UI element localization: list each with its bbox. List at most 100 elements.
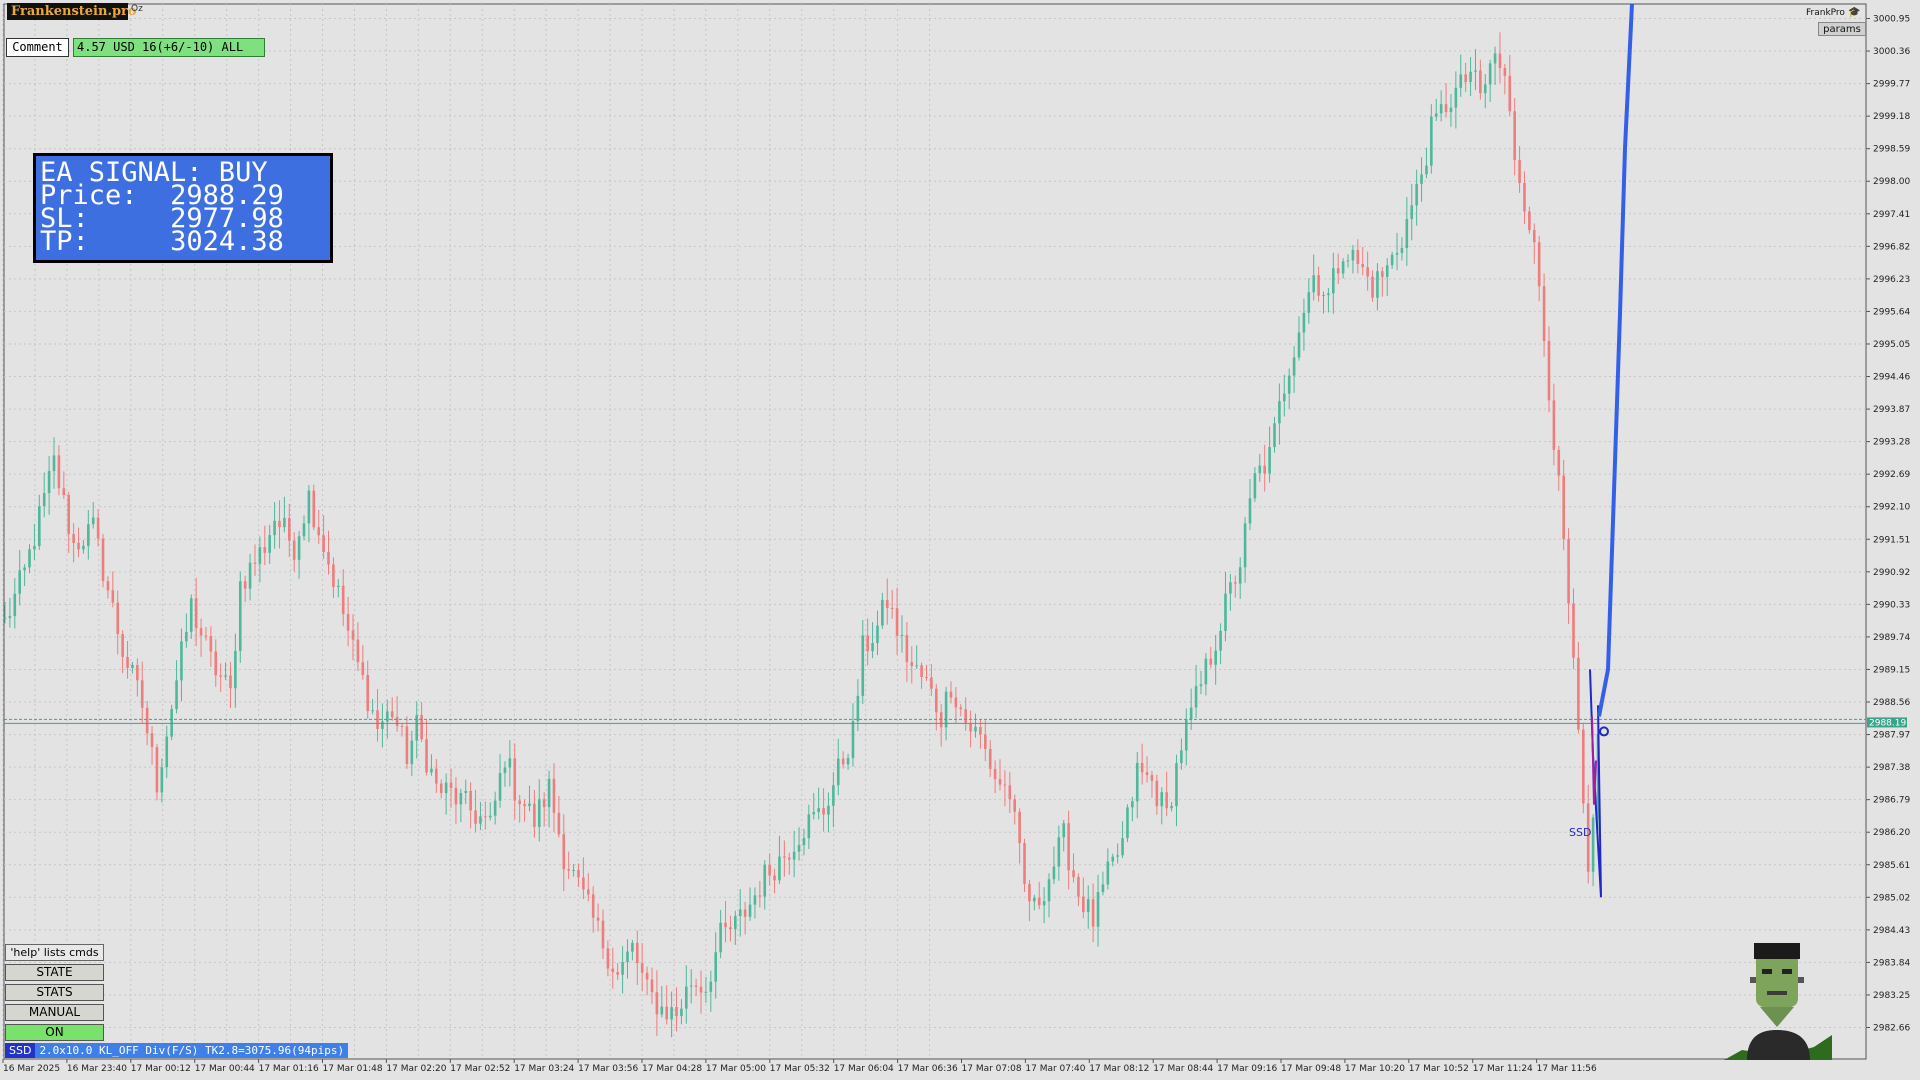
candle-body: [694, 985, 698, 987]
pl-summary-badge: 4.57 USD 16(+6/-10) ALL: [73, 38, 265, 57]
candle-body: [1091, 899, 1095, 927]
candle-body: [645, 972, 649, 980]
candle: [1283, 374, 1286, 417]
candle-body: [758, 895, 762, 897]
candle-body: [351, 630, 355, 640]
candle-body: [469, 790, 472, 811]
candle-body: [660, 1006, 664, 1015]
candle: [1150, 770, 1154, 798]
candle: [1258, 454, 1262, 482]
candle-body: [930, 677, 933, 689]
candle: [900, 615, 904, 653]
candle-body: [386, 711, 389, 722]
stats-button[interactable]: STATS: [5, 984, 104, 1001]
on-toggle-button[interactable]: ON: [5, 1024, 104, 1041]
candle-body: [1454, 87, 1458, 108]
candle: [1469, 57, 1472, 97]
candle: [1415, 169, 1418, 226]
candle-body: [1415, 183, 1418, 206]
candle: [1581, 722, 1585, 814]
candle-body: [508, 758, 512, 768]
candle-body: [13, 593, 17, 617]
candle: [1366, 251, 1369, 291]
candle: [1106, 848, 1110, 890]
candle: [1454, 71, 1458, 129]
params-button[interactable]: params: [1818, 22, 1866, 36]
candle: [792, 830, 796, 878]
candle: [523, 799, 526, 822]
x-tick-label: 17 Mar 08:44: [1153, 1064, 1213, 1074]
frankenstein-logo[interactable]: Frankenstein.pro: [7, 3, 137, 20]
candle-body: [1101, 884, 1105, 892]
candle-body: [1052, 866, 1056, 880]
candle: [768, 853, 771, 886]
candle-body: [52, 455, 56, 472]
candle: [925, 664, 928, 681]
help-commands-label[interactable]: 'help' lists cmds: [5, 944, 104, 961]
candle: [1033, 894, 1036, 911]
comment-button[interactable]: Comment: [6, 38, 69, 57]
candle-body: [1263, 465, 1266, 474]
candle: [1067, 810, 1070, 890]
candle-body: [1283, 393, 1286, 402]
candle-body: [131, 665, 134, 668]
candle-body: [552, 778, 556, 813]
candle-body: [322, 535, 325, 553]
candle: [1238, 557, 1242, 599]
y-tick-label: 2984.43: [1873, 926, 1910, 936]
candle-body: [1483, 84, 1487, 94]
candle: [361, 645, 365, 680]
candle: [841, 751, 845, 769]
candle: [1170, 801, 1173, 812]
candle-body: [567, 869, 570, 871]
candle-body: [420, 715, 423, 740]
candle-body: [910, 662, 914, 666]
candle: [930, 664, 933, 696]
candle: [87, 510, 90, 560]
candle-body: [1086, 899, 1090, 913]
candle-body: [827, 805, 830, 815]
candle-body: [488, 815, 492, 818]
state-button[interactable]: STATE: [5, 964, 104, 981]
candle-body: [920, 665, 923, 677]
candle: [974, 713, 977, 738]
manual-button[interactable]: MANUAL: [5, 1004, 104, 1021]
candle: [694, 978, 698, 997]
x-tick-label: 17 Mar 04:28: [642, 1064, 702, 1074]
x-tick-label: 17 Mar 01:16: [259, 1064, 319, 1074]
candle-body: [1552, 400, 1556, 450]
candle-body: [150, 733, 154, 748]
candle-body: [1229, 582, 1232, 594]
candle: [381, 703, 384, 748]
candle: [96, 509, 100, 547]
current-price-label: 2988.19: [1869, 718, 1906, 728]
candle-body: [189, 598, 193, 632]
candle: [1101, 871, 1105, 896]
candle: [1547, 326, 1551, 413]
candle-body: [243, 581, 247, 589]
y-tick-label: 2999.77: [1873, 80, 1910, 90]
candle-body: [631, 942, 634, 952]
candle: [748, 887, 752, 921]
candle-body: [577, 870, 580, 878]
candle: [1523, 171, 1526, 224]
candle-body: [47, 471, 51, 494]
candle: [356, 622, 360, 672]
candle: [199, 618, 203, 657]
candle: [1140, 743, 1144, 785]
candle-body: [234, 650, 237, 689]
candle-body: [773, 875, 776, 881]
candle: [944, 686, 948, 741]
candle-body: [1366, 267, 1369, 277]
candle: [988, 740, 992, 777]
candle: [1077, 873, 1080, 906]
y-tick-label: 2987.38: [1873, 763, 1910, 773]
signal-tp-label: TP:: [40, 226, 89, 257]
candle: [1361, 246, 1365, 276]
candle-body: [42, 493, 46, 507]
candle: [248, 553, 252, 601]
candle-body: [915, 665, 918, 667]
candle-body: [1547, 340, 1551, 401]
